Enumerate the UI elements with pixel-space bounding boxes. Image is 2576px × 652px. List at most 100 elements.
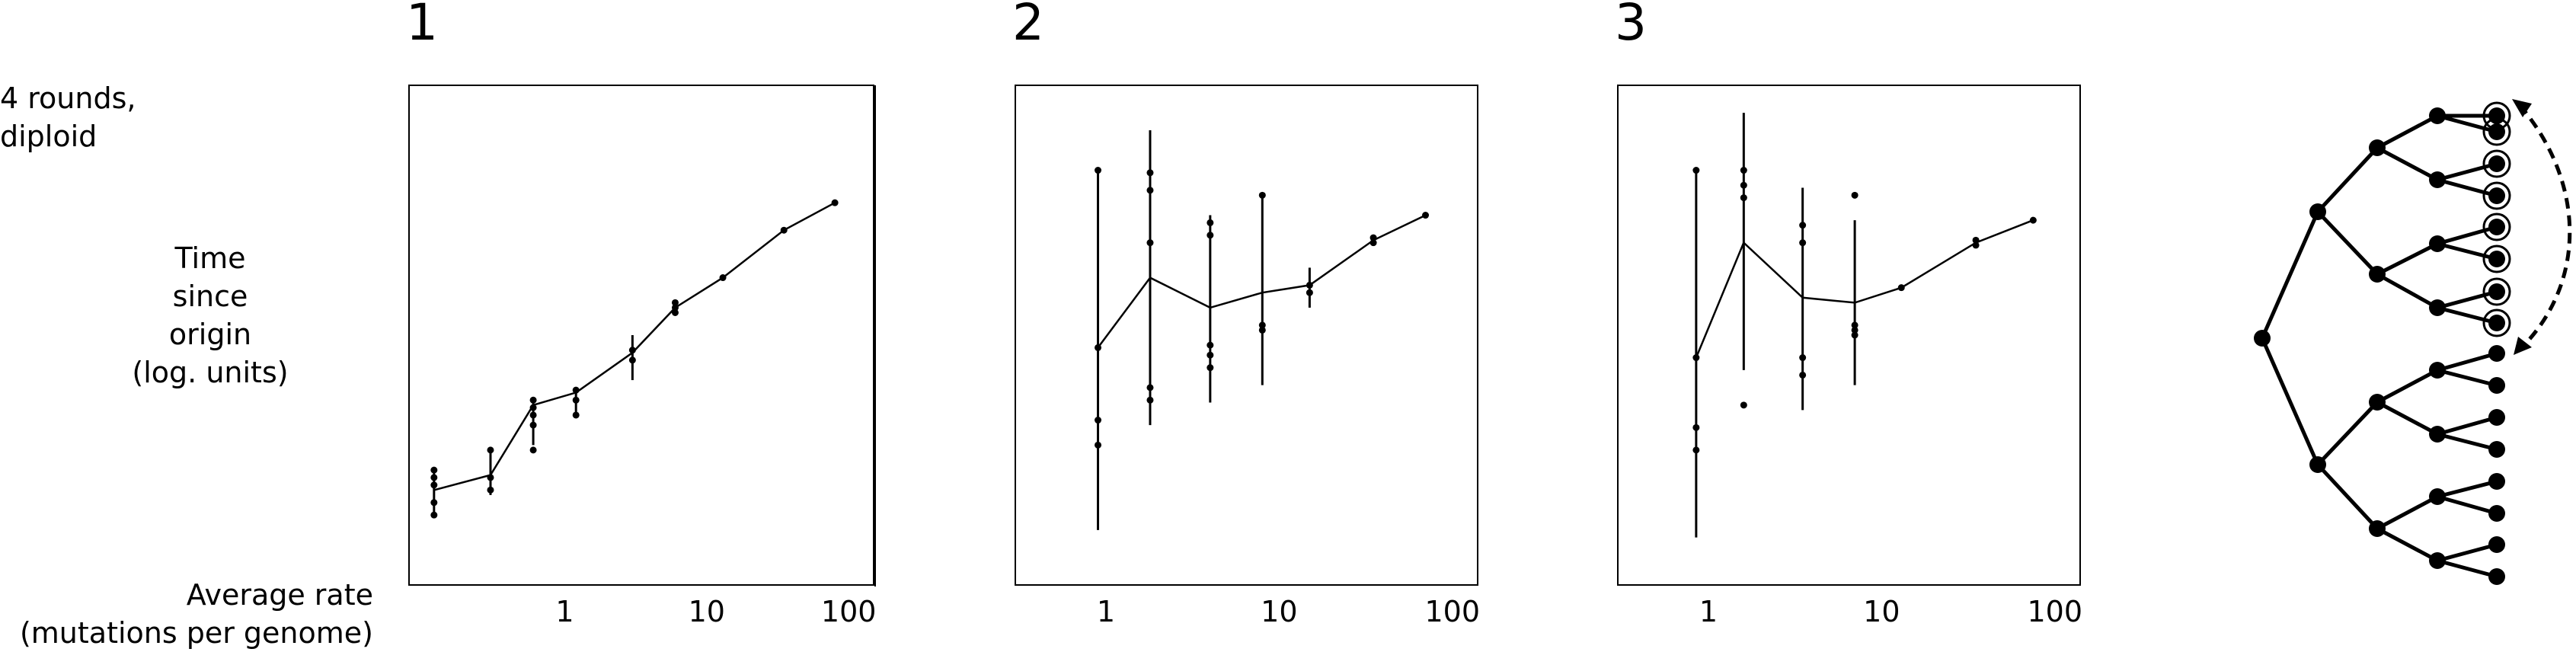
tree-leaf-ring: [2482, 181, 2511, 210]
x-tick-label: 100: [2028, 595, 2083, 628]
tree-node: [2429, 171, 2446, 188]
x-tick-label: 100: [1425, 595, 1481, 628]
panel-title: 2: [1012, 0, 1044, 52]
data-point: [529, 396, 537, 404]
tree-leaf: [2488, 409, 2505, 426]
data-point: [628, 347, 636, 354]
tree-node: [2369, 139, 2386, 156]
data-point: [831, 199, 839, 206]
x-axis-label-line-1: Average rate: [186, 578, 373, 612]
tree-branch: [2437, 305, 2498, 325]
data-point: [572, 411, 580, 419]
data-point: [1740, 194, 1747, 202]
chart-frame: [1015, 85, 1478, 586]
data-point: [671, 299, 679, 306]
tree-branch: [2376, 145, 2439, 182]
tree-leaf-ring: [2482, 213, 2511, 241]
tree-leaf: [2488, 536, 2505, 553]
tree-leaf: [2488, 187, 2505, 204]
x-axis-label-line-2: (mutations per genome): [19, 616, 373, 650]
data-point: [487, 486, 494, 494]
data-point: [1422, 212, 1430, 219]
tree-leaf-ring: [2482, 244, 2511, 273]
tree-leaf-ring: [2482, 117, 2511, 146]
x-tick-label: 10: [1261, 595, 1297, 628]
tree-node: [2309, 456, 2326, 473]
y-axis-label-line-1: Time: [174, 241, 246, 275]
tree-branch: [2437, 241, 2498, 261]
x-tick-label: 10: [1863, 595, 1900, 628]
data-point: [1095, 167, 1102, 174]
tree-branch: [2376, 241, 2439, 276]
data-point: [1306, 281, 1313, 289]
row-title-line-2: diploid: [0, 120, 97, 153]
tree-node: [2369, 394, 2386, 411]
tree-node: [2309, 203, 2326, 220]
tree-branch: [2376, 368, 2439, 404]
tree-leaf: [2488, 107, 2505, 124]
data-point: [2029, 216, 2037, 224]
data-point: [1146, 396, 1154, 404]
tree-leaf: [2488, 219, 2505, 235]
x-tick-label: 1: [1097, 595, 1115, 628]
data-point: [529, 446, 537, 454]
x-tick-label: 1: [1699, 595, 1718, 628]
tree-leaf: [2488, 315, 2505, 331]
data-point: [430, 466, 438, 474]
tree-leaf: [2488, 123, 2505, 140]
data-point: [487, 446, 494, 454]
data-point: [430, 499, 438, 507]
tree-branch: [2437, 289, 2498, 310]
data-point: [1369, 234, 1377, 241]
data-point: [671, 304, 679, 312]
data-point: [1851, 321, 1858, 329]
data-point: [1851, 326, 1858, 334]
data-point: [1851, 331, 1858, 339]
data-point: [529, 411, 537, 419]
tree-branch: [2437, 479, 2498, 499]
tree-node: [2369, 266, 2386, 283]
tree-branch: [2376, 526, 2439, 563]
series-line: [433, 202, 836, 491]
data-point: [780, 226, 788, 234]
series-line: [1695, 219, 2034, 358]
data-point: [1095, 441, 1102, 449]
chart-frame: [1617, 85, 2081, 586]
data-point: [1369, 239, 1377, 247]
data-point: [572, 396, 580, 404]
tree-node: [2429, 299, 2446, 316]
tree-leaf: [2488, 345, 2505, 362]
data-point: [1207, 341, 1214, 349]
tree-branch: [2316, 463, 2379, 530]
data-point: [1740, 401, 1747, 409]
data-point: [572, 386, 580, 394]
data-point: [1146, 169, 1154, 177]
x-axis-label: Average rate (mutations per genome): [0, 576, 373, 652]
data-point: [1740, 181, 1747, 189]
data-point: [1258, 321, 1266, 329]
tree-branch: [2260, 337, 2320, 466]
arrowhead-top: [2512, 99, 2532, 117]
tree-leaf-ring: [2482, 308, 2511, 337]
panel-title: 3: [1615, 0, 1647, 52]
tree-branch: [2376, 113, 2439, 150]
tree-node: [2429, 552, 2446, 569]
data-point: [529, 421, 537, 429]
data-point: [529, 404, 537, 411]
tree-node: [2429, 107, 2446, 124]
tree-branch: [2437, 113, 2498, 134]
data-point: [1851, 191, 1858, 199]
data-point: [1692, 354, 1700, 362]
data-point: [1972, 241, 1980, 249]
data-point: [1799, 354, 1807, 362]
data-point: [1207, 351, 1214, 359]
data-point: [1799, 222, 1807, 229]
data-point: [1799, 239, 1807, 247]
data-point: [1095, 344, 1102, 351]
tree-branch: [2437, 368, 2498, 388]
tree-branch: [2376, 272, 2439, 310]
data-point: [1146, 239, 1154, 247]
data-point: [430, 474, 438, 481]
data-point: [1207, 219, 1214, 226]
